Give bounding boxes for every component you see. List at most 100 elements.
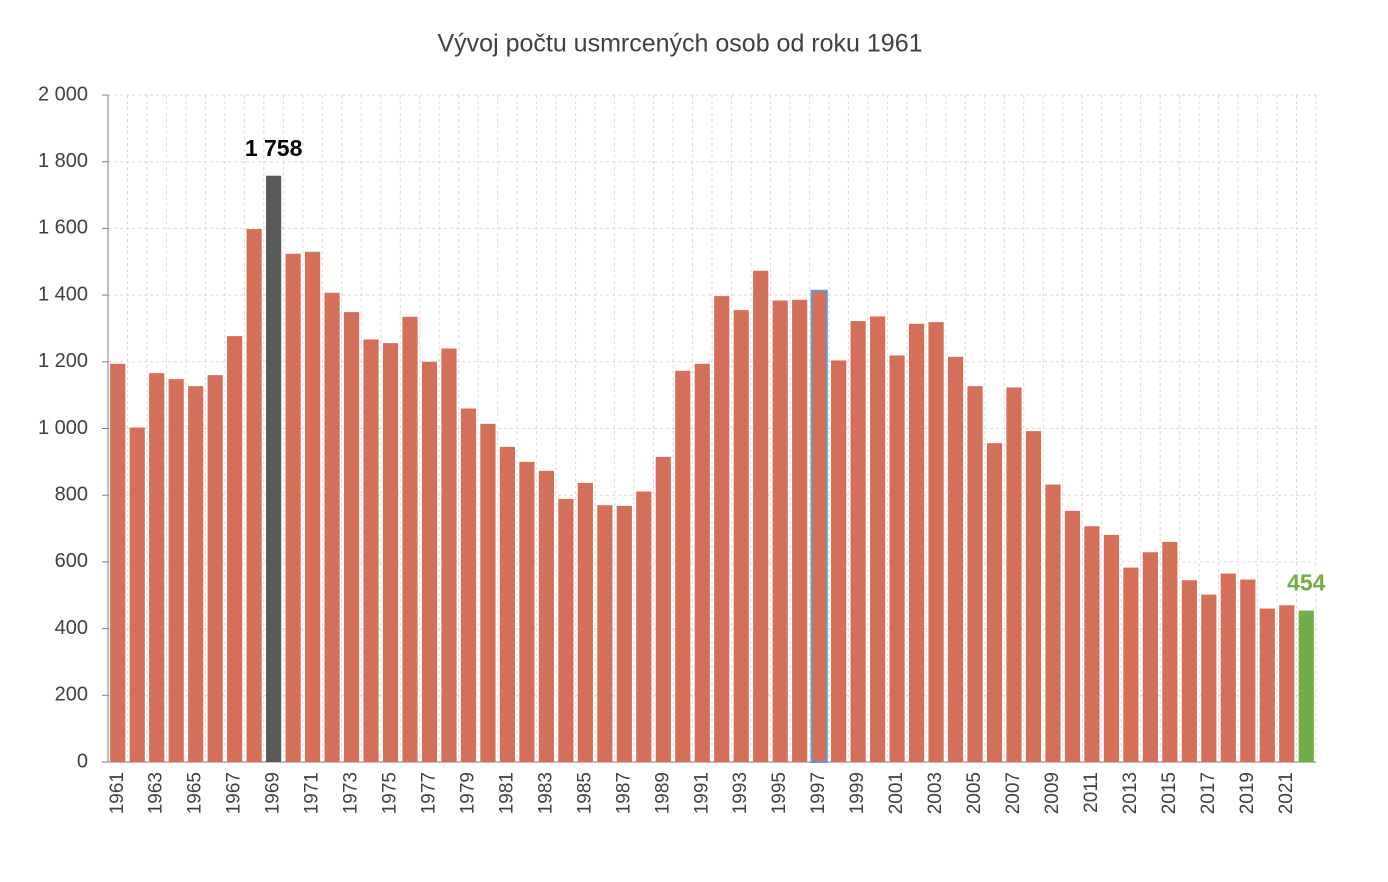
bar	[402, 316, 418, 762]
bar	[597, 505, 613, 762]
x-tick-label: 1977	[418, 772, 439, 814]
bar	[246, 229, 262, 762]
bar	[519, 461, 535, 762]
bar	[1045, 484, 1061, 762]
bar	[304, 251, 321, 762]
x-tick-label: 1975	[380, 772, 401, 814]
x-tick-label: 2021	[1276, 772, 1297, 814]
y-tick-label: 1 000	[38, 417, 88, 439]
bar	[110, 363, 126, 762]
bar	[382, 343, 399, 762]
x-tick-label: 1991	[691, 772, 712, 814]
bar	[460, 408, 477, 762]
x-tick-label: 1999	[847, 772, 868, 814]
y-tick-label: 600	[55, 550, 88, 572]
bar	[1220, 573, 1236, 762]
bar	[1103, 534, 1120, 762]
bar	[441, 348, 457, 762]
bar	[1025, 431, 1042, 762]
bar	[499, 446, 516, 762]
bar	[1298, 610, 1314, 762]
bar	[616, 505, 632, 762]
y-tick-label: 1 800	[38, 150, 88, 172]
bar	[188, 386, 204, 762]
bar	[266, 175, 282, 762]
x-tick-label: 1963	[146, 772, 167, 814]
x-tick-label: 2001	[886, 772, 907, 814]
bar	[1201, 594, 1217, 762]
chart-title: Vývoj počtu usmrcených osob od roku 1961	[438, 30, 923, 58]
y-tick-label: 800	[55, 483, 88, 505]
bar	[636, 491, 652, 762]
bar	[967, 386, 983, 762]
value-label: 1 758	[245, 135, 303, 161]
x-tick-label: 1979	[457, 772, 478, 814]
x-tick-label: 2017	[1198, 772, 1219, 814]
bar	[675, 370, 691, 762]
bar	[831, 360, 847, 762]
bar	[655, 456, 671, 762]
bar	[227, 336, 243, 762]
x-tick-label: 1971	[302, 772, 323, 814]
bar	[733, 310, 749, 762]
bar	[1259, 608, 1275, 762]
bar	[753, 270, 769, 762]
bar	[538, 470, 554, 762]
bar	[207, 375, 223, 762]
bar	[810, 289, 828, 763]
x-tick-label: 1973	[341, 772, 362, 814]
x-tick-label: 1965	[185, 772, 206, 814]
x-tick-label: 2011	[1081, 772, 1102, 813]
bar	[850, 321, 866, 762]
x-tick-label: 2009	[1042, 772, 1063, 814]
y-tick-label: 200	[55, 684, 88, 706]
x-tick-label: 1989	[652, 772, 673, 814]
bar	[908, 323, 925, 762]
bar	[343, 312, 360, 762]
y-tick-label: 1 600	[38, 217, 88, 239]
bar	[889, 355, 905, 762]
x-tick-label: 1985	[574, 772, 595, 814]
bar	[363, 339, 379, 762]
x-tick-label: 1993	[730, 772, 751, 814]
x-tick-label: 2013	[1120, 772, 1141, 814]
x-tick-label: 1961	[107, 772, 128, 814]
y-tick-label: 400	[55, 617, 88, 639]
bar	[947, 356, 964, 762]
bar	[480, 423, 496, 762]
y-tick-label: 1 200	[38, 350, 88, 372]
x-tick-label: 2005	[964, 772, 985, 814]
bar	[129, 427, 145, 762]
bar	[986, 443, 1003, 762]
x-tick-label: 2015	[1159, 772, 1180, 814]
bar	[1181, 580, 1197, 762]
bar	[870, 316, 886, 762]
x-tick-label: 1967	[224, 772, 245, 814]
bar	[772, 300, 788, 762]
bar	[168, 379, 184, 762]
bar	[1162, 541, 1178, 762]
x-tick-label: 2003	[925, 772, 946, 814]
bar	[1006, 387, 1022, 762]
bar	[1084, 526, 1100, 762]
value-label: 454	[1287, 570, 1326, 596]
bar	[558, 498, 574, 762]
bar	[694, 363, 710, 762]
bar	[714, 296, 730, 762]
x-tick-label: 1983	[535, 772, 556, 814]
bar	[1123, 567, 1139, 762]
x-tick-label: 2019	[1237, 772, 1258, 814]
x-tick-label: 1997	[808, 772, 829, 814]
y-tick-label: 0	[77, 750, 88, 772]
y-tick-label: 2 000	[38, 83, 88, 105]
bar	[324, 292, 340, 762]
bar	[1279, 605, 1295, 762]
x-tick-label: 2007	[1003, 772, 1024, 814]
x-tick-label: 1987	[613, 772, 634, 814]
x-tick-label: 1981	[496, 772, 517, 814]
bar	[928, 322, 944, 762]
bar	[421, 361, 438, 762]
bar	[149, 373, 165, 762]
bar	[1240, 579, 1256, 762]
bar	[577, 482, 593, 762]
